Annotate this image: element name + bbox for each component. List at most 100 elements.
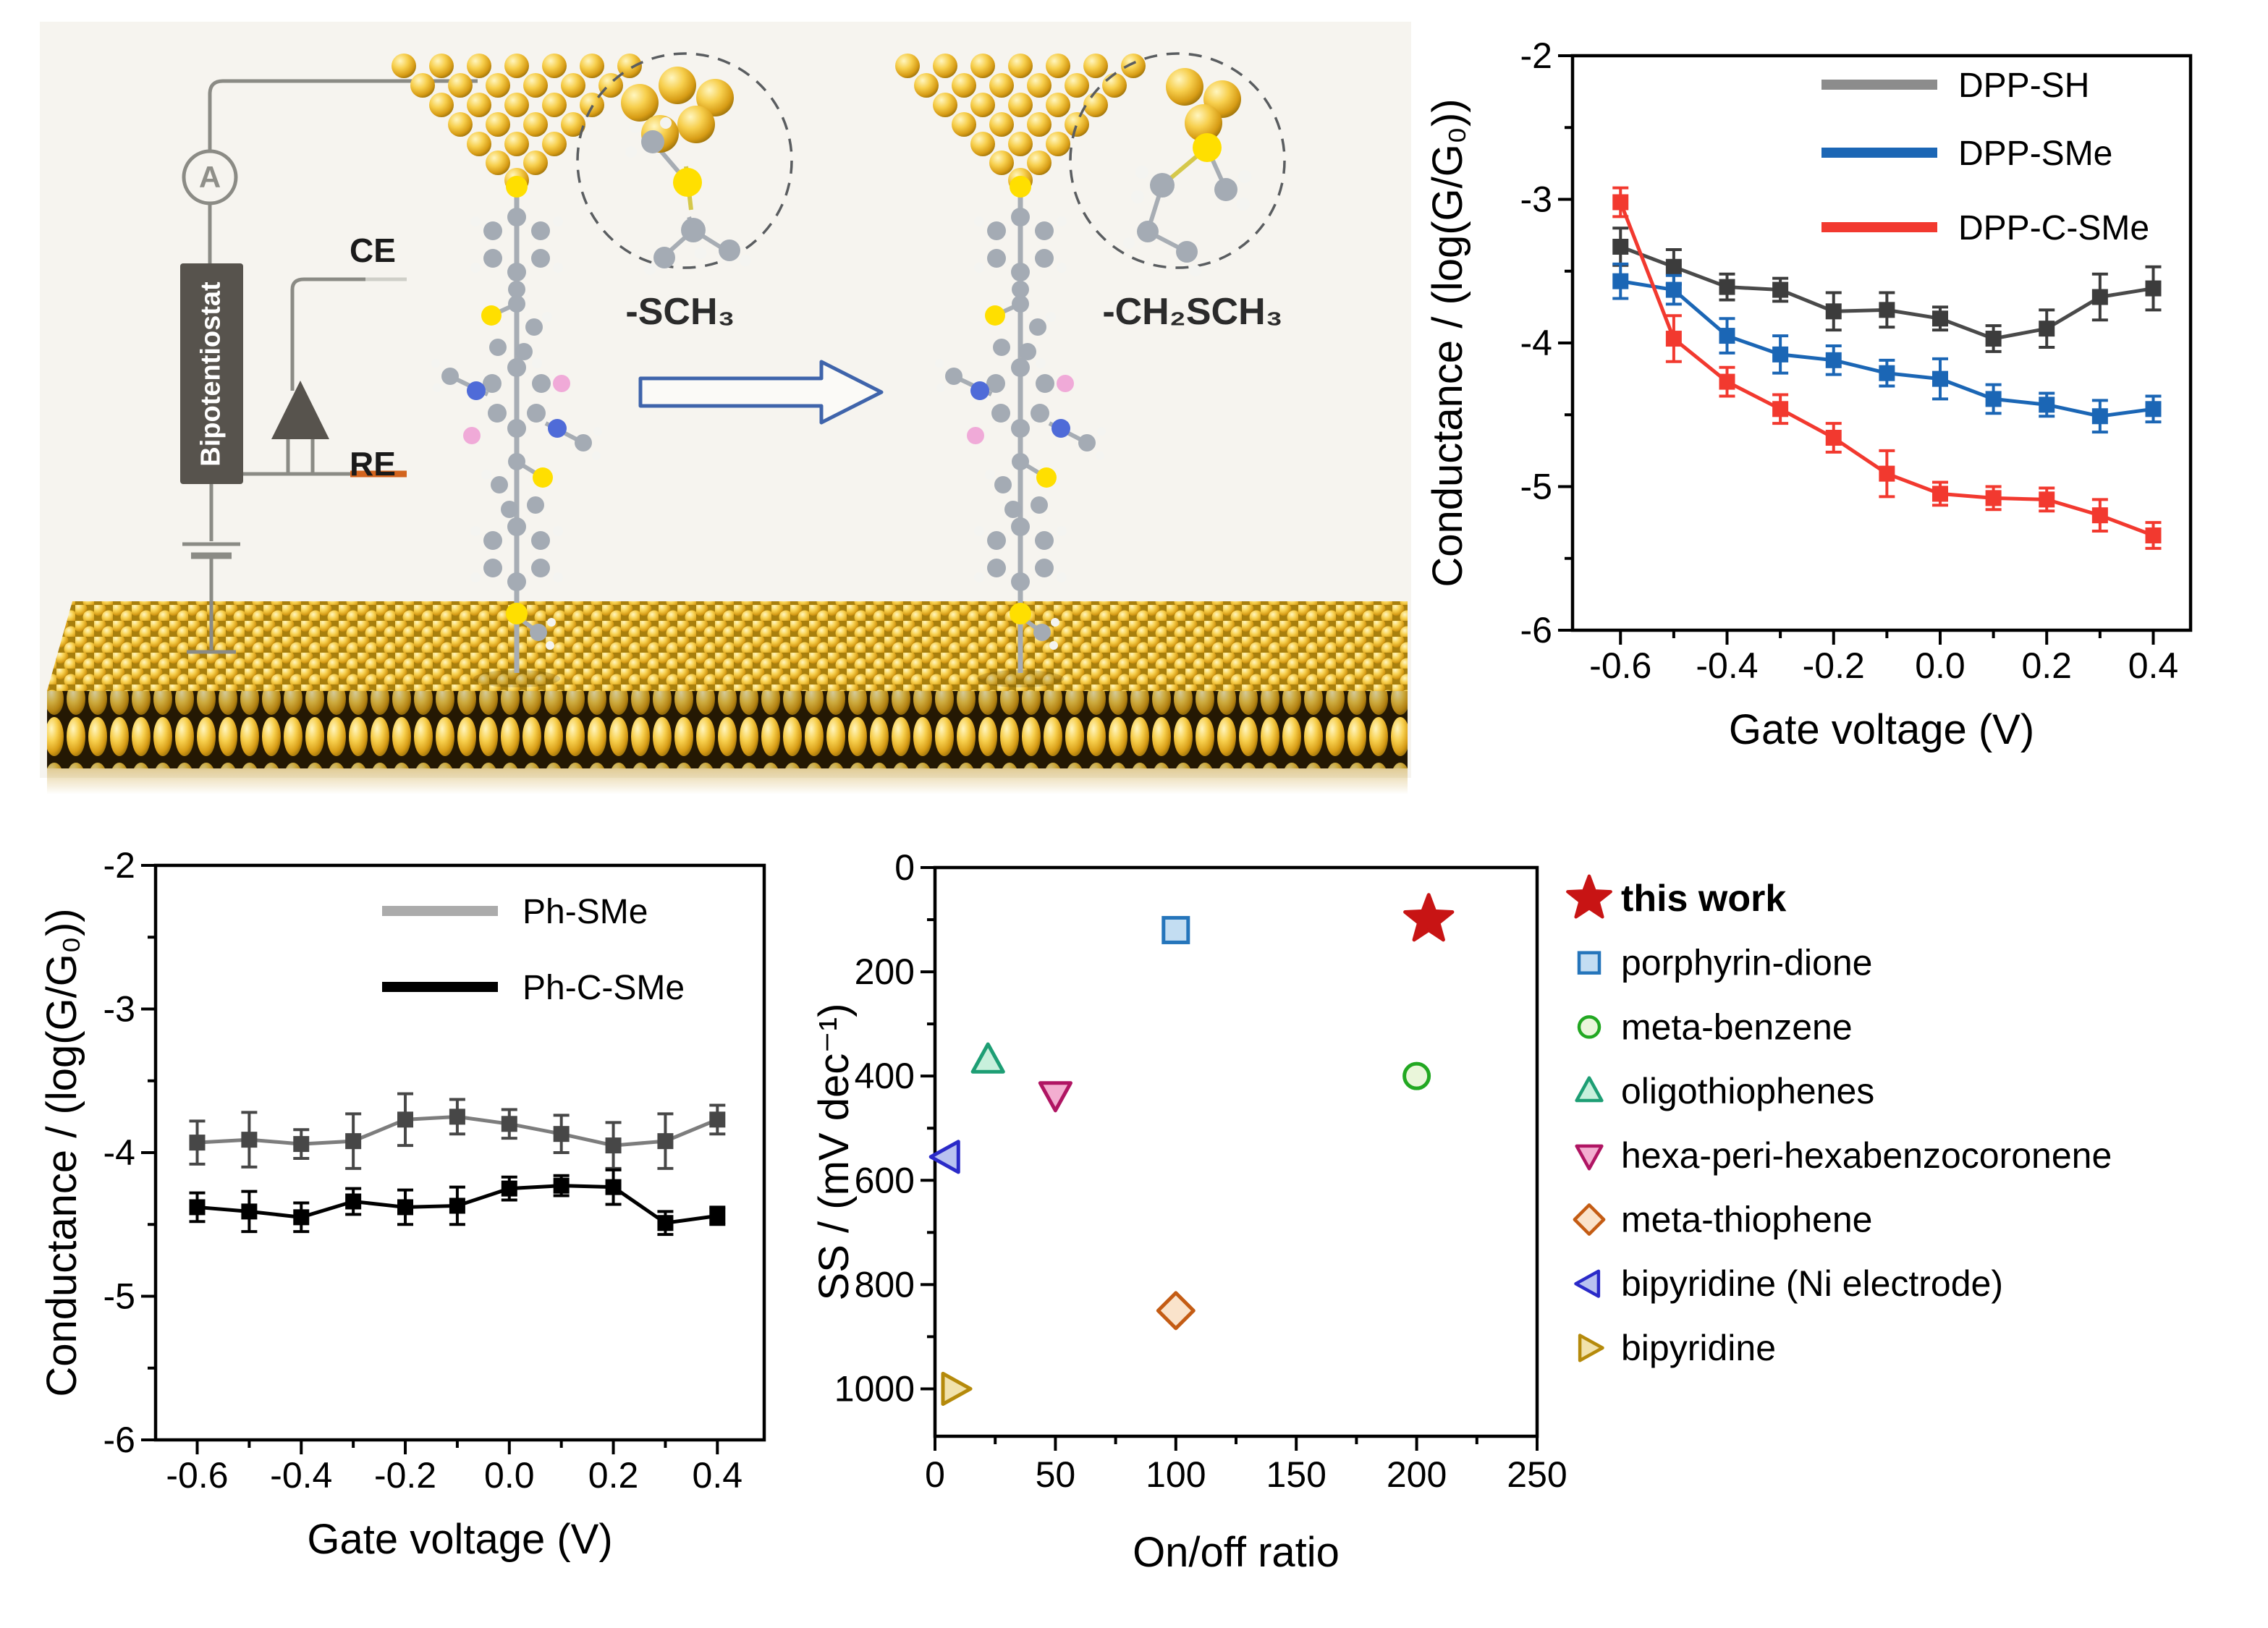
svg-text:meta-thiophene: meta-thiophene — [1621, 1200, 1872, 1240]
gold-substrate — [47, 601, 1408, 794]
svg-text:hexa-peri-hexabenzocoronene: hexa-peri-hexabenzocoronene — [1621, 1135, 2112, 1176]
svg-text:-6: -6 — [1520, 610, 1552, 650]
axis-ticks — [1558, 54, 2155, 645]
tick-labels: -0.6 -0.4 -0.2 0.0 0.2 0.4 -2 -3 -4 -5 -6 — [1520, 35, 2179, 686]
axis-ticks — [141, 864, 719, 1454]
svg-text:200: 200 — [1387, 1454, 1447, 1495]
svg-text:-3: -3 — [103, 989, 135, 1030]
svg-text:-0.4: -0.4 — [1696, 645, 1758, 686]
svg-text:-4: -4 — [1520, 323, 1552, 363]
dashed-circle-left — [576, 52, 793, 269]
counter-electrode-label: CE — [350, 232, 396, 269]
svg-text:porphyrin-dione: porphyrin-dione — [1621, 943, 1872, 983]
svg-text:1000: 1000 — [834, 1368, 915, 1409]
bipotentiostat-box — [180, 263, 243, 484]
svg-text:250: 250 — [1507, 1454, 1567, 1495]
ce-wire — [290, 277, 365, 391]
y-axis-label: SS / (mV dec⁻¹) — [811, 1004, 858, 1301]
svg-text:0: 0 — [925, 1454, 945, 1495]
svg-text:0: 0 — [894, 847, 915, 888]
svg-text:50: 50 — [1036, 1454, 1076, 1495]
scatter-legend: this work porphyrin-dione meta-benzene olig… — [1566, 874, 2112, 1368]
inset-au-s-contact — [576, 52, 793, 275]
svg-text:-2: -2 — [103, 845, 135, 886]
svg-text:200: 200 — [855, 951, 915, 992]
axis-ticks — [921, 866, 1539, 1451]
ammeter-label: A — [198, 160, 221, 194]
x-axis-label: On/off ratio — [1133, 1529, 1340, 1576]
plot-frame — [933, 865, 1539, 1438]
y-axis-label: Conductance / (log(G/G₀)) — [38, 908, 85, 1396]
svg-text:-2: -2 — [1520, 35, 1552, 76]
svg-text:0.2: 0.2 — [2021, 645, 2072, 686]
series-DPP-C-SMe — [1612, 186, 2162, 550]
svg-text:-0.6: -0.6 — [166, 1455, 228, 1496]
opamp-triangle-icon — [271, 381, 329, 439]
svg-text:DPP-C-SMe: DPP-C-SMe — [1958, 209, 2149, 247]
svg-text:Gate voltage (V): Gate voltage (V) — [307, 1516, 612, 1563]
scatter-points — [928, 893, 1455, 1407]
svg-text:-5: -5 — [1520, 467, 1552, 507]
svg-text:0.4: 0.4 — [693, 1455, 743, 1496]
svg-text:-4: -4 — [103, 1132, 135, 1173]
svg-text:0.4: 0.4 — [2128, 645, 2179, 686]
svg-text:100: 100 — [1146, 1454, 1206, 1495]
inset-ch2s-contact — [1069, 52, 1286, 276]
svg-text:On/off ratio: On/off ratio — [1133, 1529, 1340, 1576]
svg-text:150: 150 — [1266, 1454, 1326, 1495]
svg-text:-0.4: -0.4 — [270, 1455, 332, 1496]
svg-text:Conductance / (log(G/G₀)): Conductance / (log(G/G₀)) — [1424, 98, 1471, 587]
svg-text:this work: this work — [1621, 878, 1786, 920]
svg-text:SS / (mV dec⁻¹): SS / (mV dec⁻¹) — [811, 1004, 858, 1301]
left-anchor-caption: -SCH₃ — [625, 291, 735, 333]
right-anchor-caption: -CH₂SCH₃ — [1102, 291, 1283, 333]
legend-item-Ph-SMe: Ph-SMe — [382, 893, 648, 931]
svg-text:-0.2: -0.2 — [374, 1455, 436, 1496]
tip-wire — [208, 79, 478, 150]
svg-text:bipyridine: bipyridine — [1621, 1328, 1776, 1368]
x-axis-label: Gate voltage (V) — [1729, 706, 2034, 753]
bipotentiostat-circuit — [180, 79, 478, 654]
svg-text:meta-benzene: meta-benzene — [1621, 1006, 1853, 1047]
svg-text:bipyridine (Ni electrode): bipyridine (Ni electrode) — [1621, 1263, 2003, 1304]
series-DPP-SH — [1612, 226, 2162, 353]
svg-text:-5: -5 — [103, 1276, 135, 1317]
tick-labels: -0.6 -0.4 -0.2 0.0 0.2 0.4 -2 -3 -4 -5 -6 — [103, 845, 743, 1496]
svg-text:0.0: 0.0 — [484, 1455, 535, 1496]
bipotentiostat-label: Bipotentiostat — [195, 281, 227, 467]
reference-electrode-label: RE — [350, 445, 396, 483]
svg-text:Gate voltage (V): Gate voltage (V) — [1729, 706, 2034, 753]
svg-text:800: 800 — [855, 1264, 915, 1305]
tick-labels: 0 50 100 150 200 250 0 200 400 600 800 1000 — [834, 847, 1567, 1495]
legend-item-DPP-SMe: DPP-SMe — [1821, 135, 2112, 173]
series-DPP-SMe — [1612, 262, 2162, 434]
svg-text:600: 600 — [855, 1160, 915, 1200]
svg-text:0.0: 0.0 — [1915, 645, 1966, 686]
svg-text:DPP-SMe: DPP-SMe — [1958, 135, 2112, 173]
svg-text:-0.6: -0.6 — [1589, 645, 1651, 686]
svg-text:Ph-C-SMe: Ph-C-SMe — [522, 969, 685, 1007]
svg-text:-0.2: -0.2 — [1803, 645, 1865, 686]
series-Ph-SMe — [189, 1092, 726, 1170]
series-Ph-C-SMe — [189, 1168, 726, 1237]
legend-item-DPP-C-SMe: DPP-C-SMe — [1821, 209, 2149, 247]
svg-text:-3: -3 — [1520, 179, 1552, 220]
svg-text:Conductance / (log(G/G₀)): Conductance / (log(G/G₀)) — [38, 908, 85, 1396]
svg-text:oligothiophenes: oligothiophenes — [1621, 1071, 1874, 1111]
dashed-circle-right — [1069, 52, 1286, 269]
legend-item-DPP-SH: DPP-SH — [1821, 67, 2089, 105]
svg-text:-6: -6 — [103, 1420, 135, 1460]
legend-item-Ph-C-SMe: Ph-C-SMe — [382, 969, 685, 1007]
svg-text:0.2: 0.2 — [588, 1455, 639, 1496]
y-axis-label: Conductance / (log(G/G₀)) — [1424, 98, 1471, 587]
x-axis-label: Gate voltage (V) — [307, 1516, 612, 1563]
svg-text:DPP-SH: DPP-SH — [1958, 67, 2089, 105]
reaction-arrow-icon — [638, 360, 884, 425]
svg-text:400: 400 — [855, 1056, 915, 1096]
svg-text:Ph-SMe: Ph-SMe — [522, 893, 648, 931]
